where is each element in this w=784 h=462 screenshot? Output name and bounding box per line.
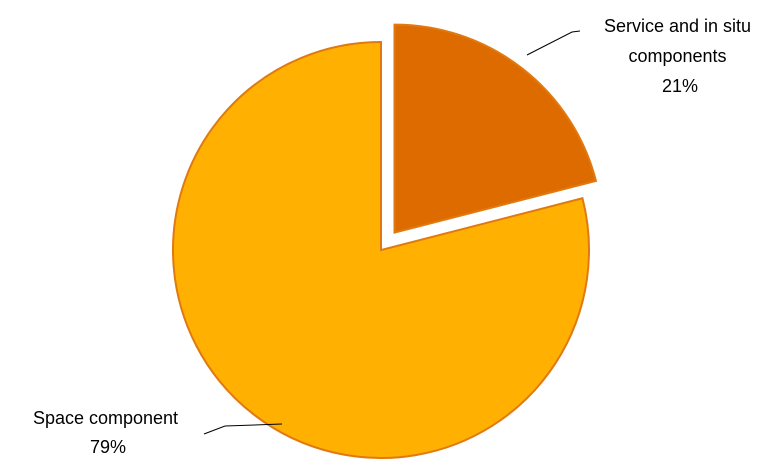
slice-label-service-line-1: Service and in situ bbox=[604, 16, 751, 36]
slice-labels: Service and in situ components 21% Space… bbox=[33, 16, 756, 457]
slice-percent-service: 21% bbox=[662, 76, 698, 96]
pie-slices bbox=[172, 23, 598, 459]
leader-lines bbox=[203, 30, 581, 435]
slice-label-space: Space component 79% bbox=[33, 408, 183, 457]
slice-label-space-line-1: Space component bbox=[33, 408, 178, 428]
leader-line-space bbox=[203, 423, 283, 435]
pie-slice-service bbox=[393, 23, 598, 234]
slice-percent-space: 79% bbox=[90, 437, 126, 457]
leader-line-service bbox=[526, 30, 581, 56]
slice-label-service: Service and in situ components 21% bbox=[604, 16, 756, 96]
slice-label-service-line-2: components bbox=[628, 46, 726, 66]
pie-slice-space bbox=[172, 40, 590, 459]
